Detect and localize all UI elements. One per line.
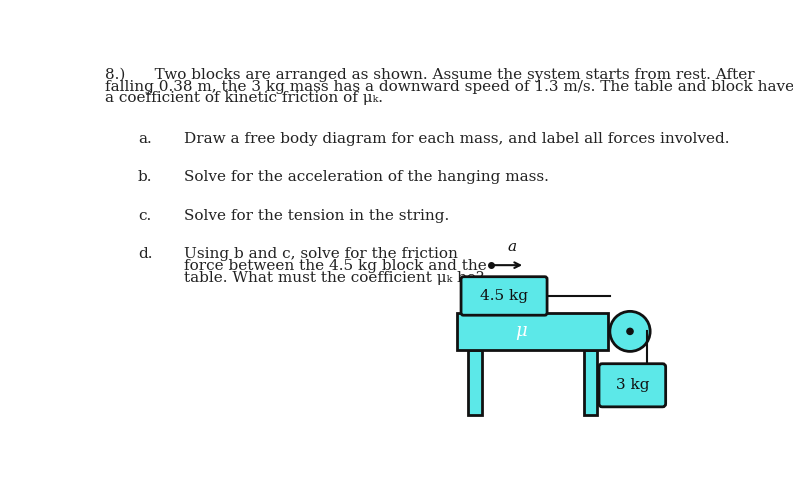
Text: μ: μ <box>515 322 527 341</box>
Circle shape <box>627 328 633 335</box>
Text: a.: a. <box>138 132 151 146</box>
Text: Draw a free body diagram for each mass, and label all forces involved.: Draw a free body diagram for each mass, … <box>185 132 730 146</box>
Text: force between the 4.5 kg block and the: force between the 4.5 kg block and the <box>185 259 487 273</box>
Text: c.: c. <box>138 209 151 223</box>
Text: 3 kg: 3 kg <box>615 378 649 392</box>
Bar <box>584 350 597 416</box>
Bar <box>458 313 608 350</box>
FancyBboxPatch shape <box>599 364 665 407</box>
Text: b.: b. <box>138 171 152 184</box>
FancyBboxPatch shape <box>461 277 547 315</box>
Text: Using b and c, solve for the friction: Using b and c, solve for the friction <box>185 247 458 262</box>
Text: table. What must the coefficient μₖ be?: table. What must the coefficient μₖ be? <box>185 270 485 285</box>
Text: d.: d. <box>138 247 152 262</box>
Text: 8.)      Two blocks are arranged as shown. Assume the system starts from rest. A: 8.) Two blocks are arranged as shown. As… <box>105 68 755 82</box>
Bar <box>468 350 482 416</box>
Text: 4.5 kg: 4.5 kg <box>480 289 528 303</box>
Text: a: a <box>508 241 516 254</box>
Text: Solve for the tension in the string.: Solve for the tension in the string. <box>185 209 450 223</box>
Text: a coefficient of kinetic friction of μₖ.: a coefficient of kinetic friction of μₖ. <box>105 91 383 105</box>
Text: Solve for the acceleration of the hanging mass.: Solve for the acceleration of the hangin… <box>185 171 550 184</box>
Text: falling 0.38 m, the 3 kg mass has a downward speed of 1.3 m/s. The table and blo: falling 0.38 m, the 3 kg mass has a down… <box>105 79 793 94</box>
Circle shape <box>610 311 650 351</box>
